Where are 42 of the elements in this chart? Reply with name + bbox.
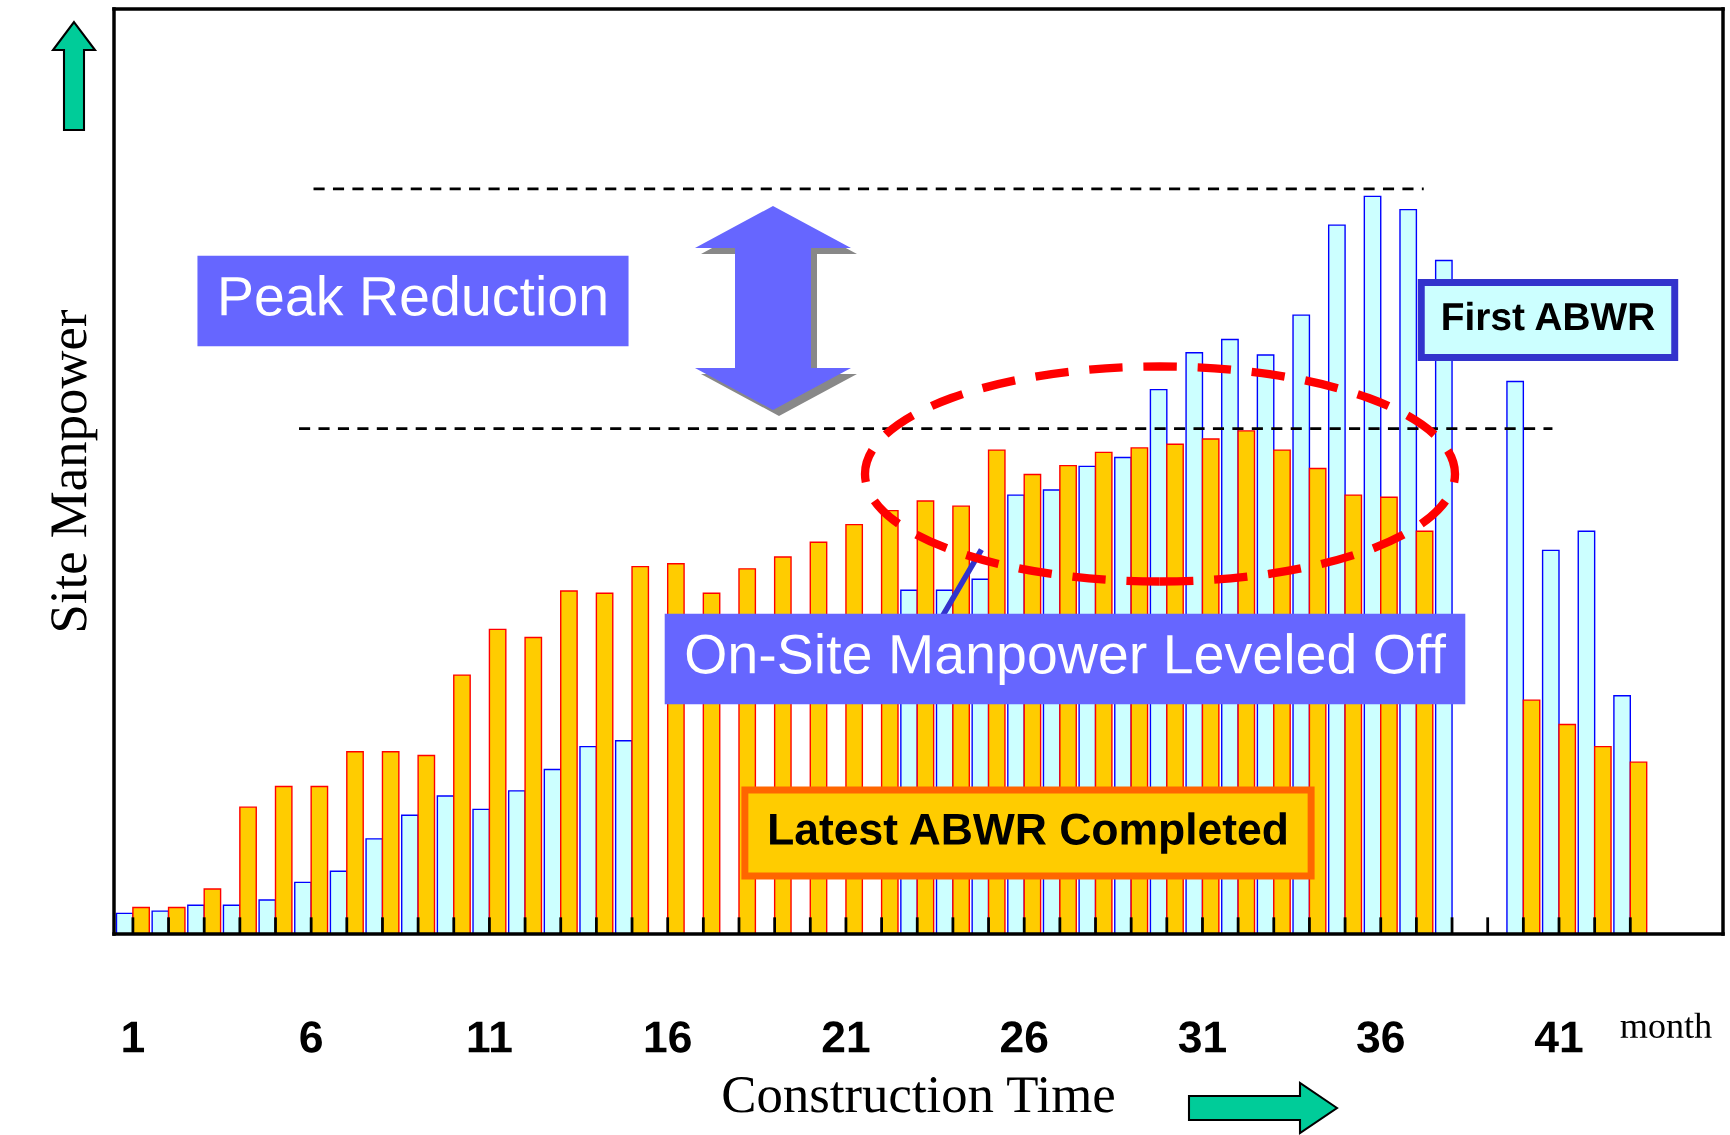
bar <box>417 754 436 934</box>
bar <box>488 628 507 934</box>
y-axis-title: Site Manpower <box>51 310 98 630</box>
bar <box>365 838 384 934</box>
bar <box>1593 745 1612 934</box>
bar <box>1577 530 1596 934</box>
text: month <box>1620 1012 1712 1039</box>
bar <box>453 674 471 934</box>
bar <box>258 899 277 934</box>
bar <box>167 906 186 934</box>
x-tick-label: 11 <box>468 1021 512 1053</box>
x-tick-label: 21 <box>822 1021 870 1053</box>
x-axis-title: Construction Time <box>723 1077 1114 1113</box>
annotation: On-Site Manpower Leveled Off <box>686 633 1446 685</box>
bar <box>1629 761 1648 934</box>
bar <box>631 565 650 934</box>
x-tick-label: 1 <box>123 1021 145 1053</box>
annotation: Peak Reduction <box>221 275 606 316</box>
bar <box>1613 695 1631 934</box>
bar <box>560 590 578 934</box>
bar <box>239 806 257 934</box>
series-label: First ABWR <box>1443 301 1655 331</box>
bar <box>274 785 293 934</box>
bar <box>1506 380 1525 934</box>
x-tick-label: 6 <box>300 1021 322 1053</box>
x-tick-label: 26 <box>1001 1021 1048 1053</box>
bar <box>310 785 329 934</box>
bar <box>579 745 598 934</box>
series-label: Latest ABWR Completed <box>770 812 1286 854</box>
x-tick-label: 31 <box>1178 1021 1226 1053</box>
bar <box>524 636 543 934</box>
bar <box>381 751 400 934</box>
bar <box>346 751 364 934</box>
x-tick-label: 41 <box>1534 1021 1583 1053</box>
bar <box>472 808 491 934</box>
bar <box>151 910 170 934</box>
x-tick-label: 36 <box>1357 1021 1404 1053</box>
bar <box>1558 723 1577 934</box>
bar <box>1522 699 1541 934</box>
bar <box>595 592 614 934</box>
x-tick-label: 16 <box>645 1021 691 1053</box>
bar <box>1541 549 1560 934</box>
